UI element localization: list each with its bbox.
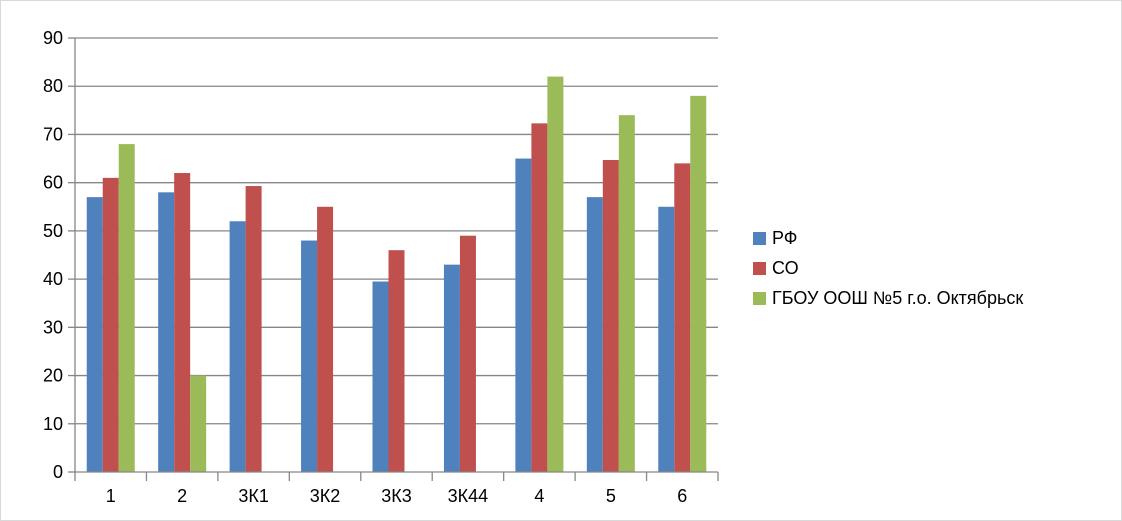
bar-2-1: [102, 177, 119, 472]
bar-1-5: [372, 281, 389, 472]
axes: [68, 37, 719, 481]
legend-label: РФ: [772, 228, 798, 248]
y-tick-labels: 0 10 20 30 40 50 60 70 80 90: [43, 28, 63, 482]
legend-label: ГБОУ ООШ №5 г.о. Октябрьск: [772, 288, 1023, 308]
bar-1-1: [86, 197, 103, 472]
bar-2-9: [674, 163, 691, 472]
x-tick-label: 3К2: [310, 486, 341, 506]
bar-3-7: [547, 76, 564, 473]
y-tick-label: 20: [43, 366, 63, 386]
y-tick-label: 80: [43, 76, 63, 96]
y-tick-label: 70: [43, 124, 63, 144]
y-tick-label: 0: [53, 462, 63, 482]
x-tick-label: 6: [677, 486, 687, 506]
legend-swatch: [753, 232, 766, 245]
bar-1-8: [586, 197, 603, 472]
bar-1-2: [158, 192, 175, 473]
bar-2-8: [602, 160, 619, 472]
bar-2-6: [459, 235, 476, 472]
y-tick-label: 30: [43, 317, 63, 337]
x-tick-label: 3К44: [448, 486, 489, 506]
y-tick-label: 40: [43, 269, 63, 289]
bar-3-1: [118, 144, 135, 473]
y-tick-label: 90: [43, 28, 63, 48]
y-tick-label: 50: [43, 221, 63, 241]
legend-swatch: [753, 262, 766, 275]
bar-2-3: [245, 186, 262, 472]
y-tick-label: 10: [43, 414, 63, 434]
bar-1-9: [658, 206, 675, 472]
x-tick-label: 3К1: [238, 486, 269, 506]
bar-3-9: [690, 95, 707, 472]
legend-swatch: [753, 292, 766, 305]
legend-label: СО: [772, 258, 799, 278]
x-tick-label: 4: [534, 486, 544, 506]
legend: РФ СО ГБОУ ООШ №5 г.о. Октябрьск: [753, 228, 1023, 308]
x-tick-label: 2: [177, 486, 187, 506]
x-tick-labels: 1 2 3К1 3К2 3К3 3К44 4 5 6: [106, 486, 688, 506]
y-tick-label: 60: [43, 173, 63, 193]
bars: [86, 76, 707, 473]
bar-2-7: [531, 123, 548, 472]
bar-3-2: [190, 375, 207, 472]
bar-1-4: [301, 240, 318, 472]
bar-1-7: [515, 158, 532, 473]
x-tick-label: 5: [606, 486, 616, 506]
x-tick-label: 1: [106, 486, 116, 506]
bar-3-8: [618, 115, 635, 473]
bar-1-6: [443, 264, 460, 472]
bar-2-5: [388, 250, 405, 472]
bar-2-2: [174, 173, 191, 472]
bar-1-3: [229, 221, 246, 472]
bar-2-4: [317, 206, 334, 472]
x-tick-label: 3К3: [381, 486, 412, 506]
